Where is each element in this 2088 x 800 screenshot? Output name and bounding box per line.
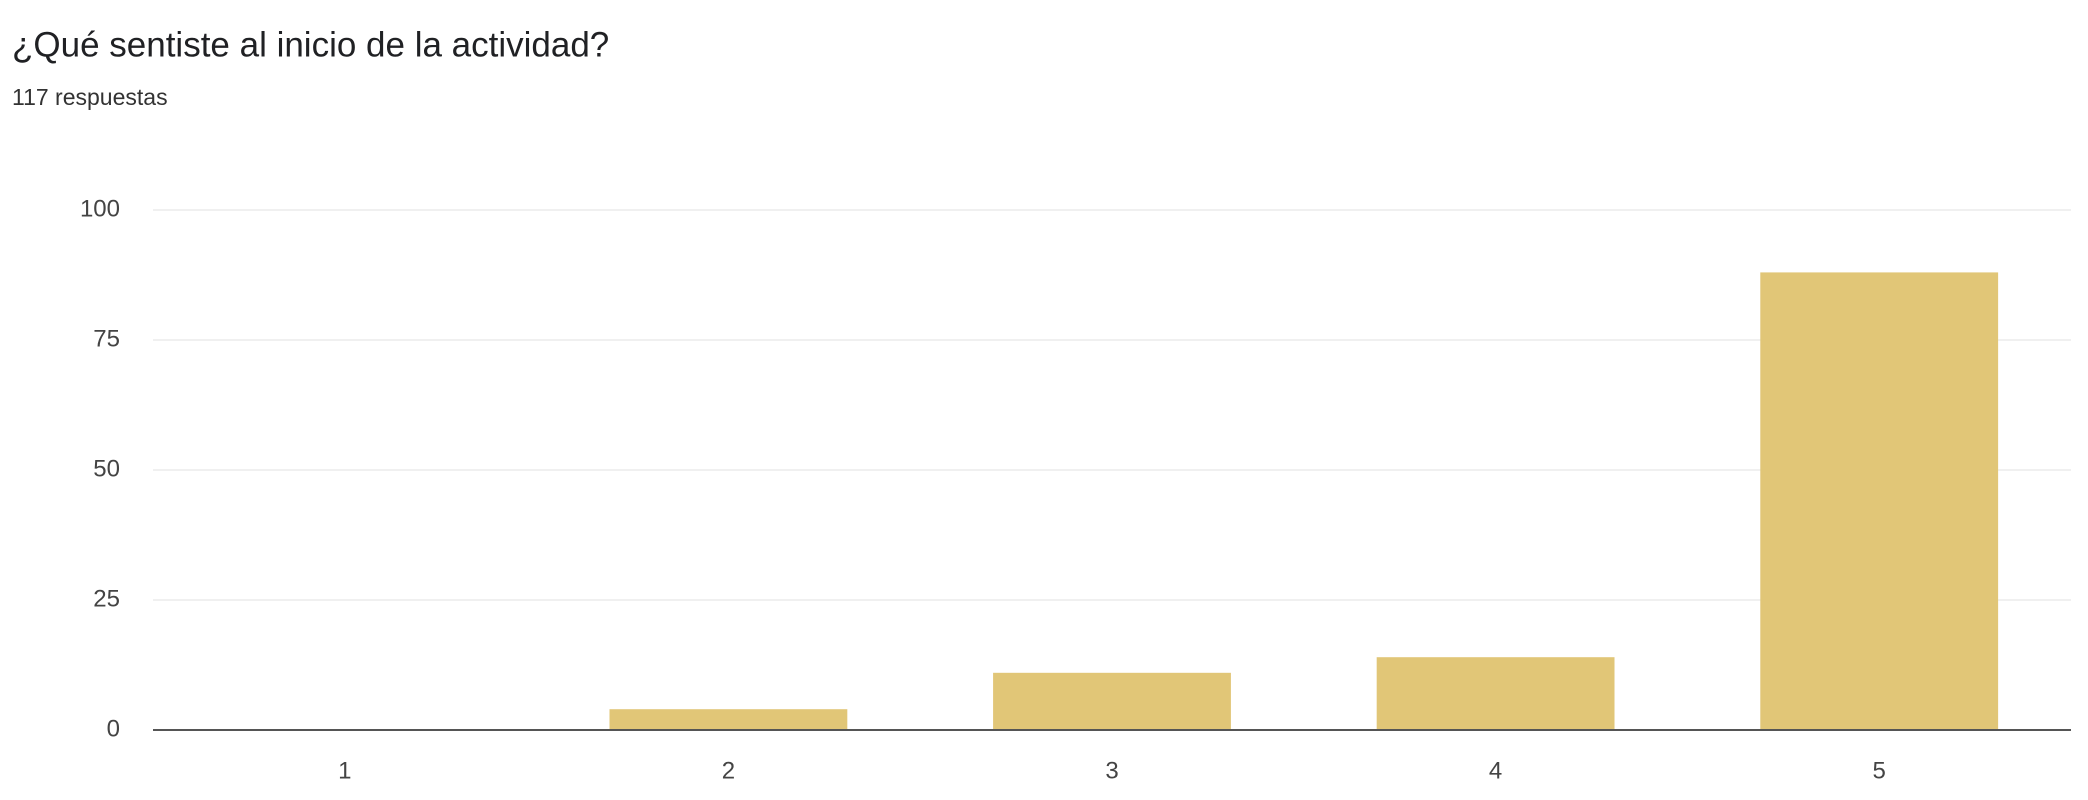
bar — [609, 709, 848, 730]
x-tick-label: 5 — [1873, 757, 1886, 784]
y-tick-label: 75 — [93, 325, 120, 352]
bar — [1376, 657, 1615, 730]
x-tick-label: 4 — [1489, 757, 1502, 784]
bar — [1760, 272, 1999, 730]
chart-subtitle: 117 respuestas — [12, 84, 168, 110]
x-tick-label: 1 — [338, 757, 351, 784]
y-tick-label: 25 — [93, 585, 120, 612]
chart-title: ¿Qué sentiste al inicio de la actividad? — [12, 25, 609, 64]
bar — [993, 672, 1231, 730]
y-tick-label: 50 — [93, 455, 120, 482]
x-tick-label: 3 — [1105, 757, 1118, 784]
y-tick-label: 0 — [107, 715, 120, 742]
x-tick-label: 2 — [722, 757, 735, 784]
y-tick-label: 100 — [80, 195, 120, 222]
